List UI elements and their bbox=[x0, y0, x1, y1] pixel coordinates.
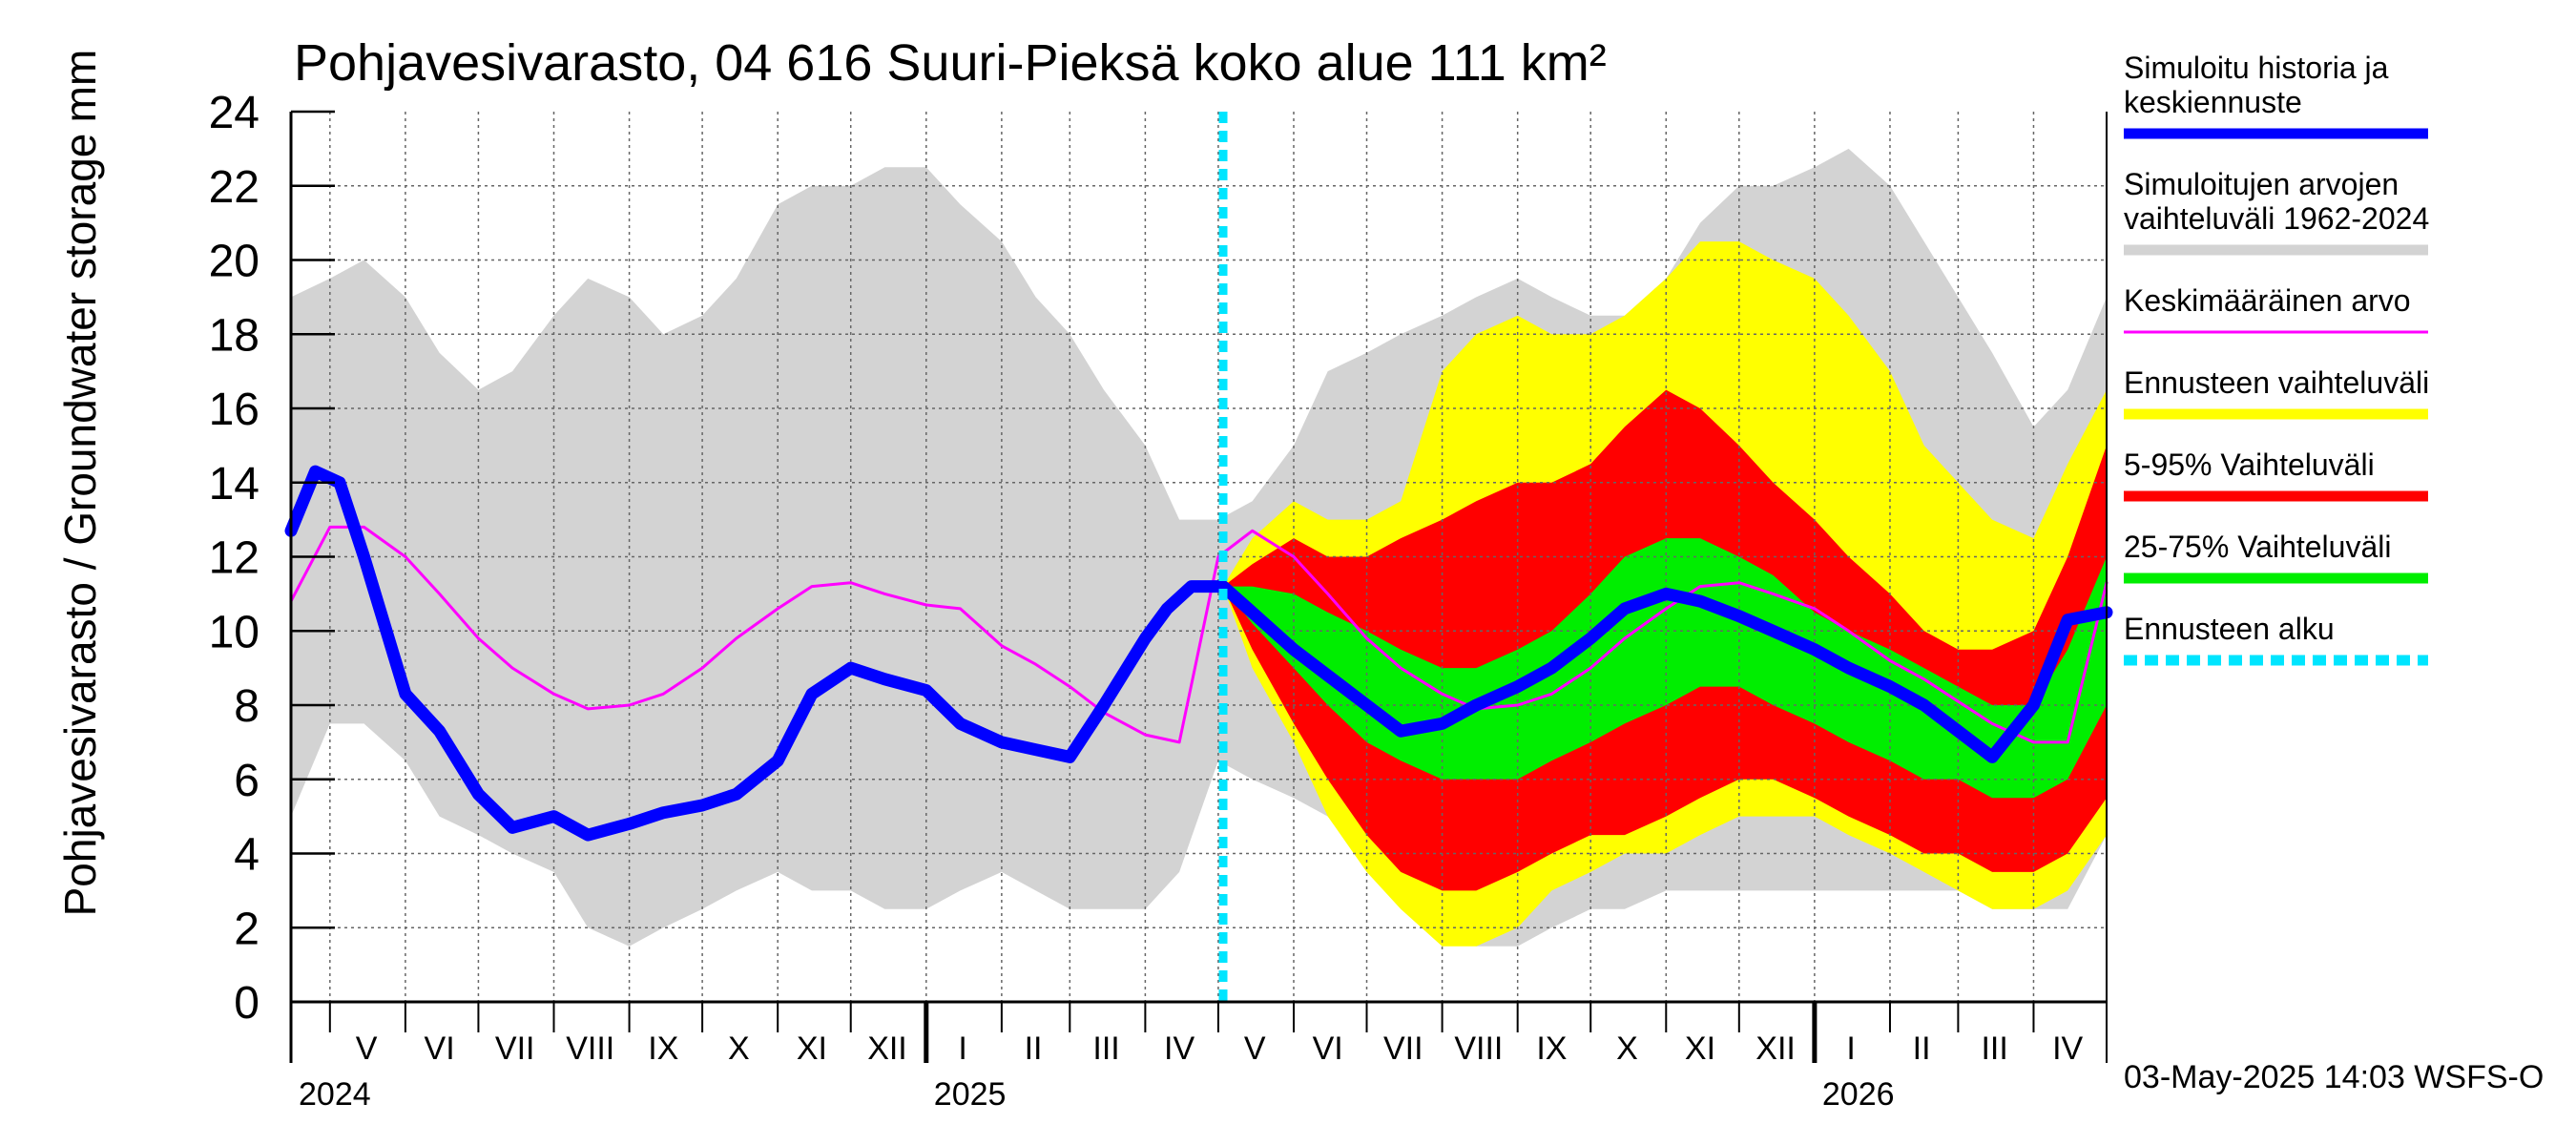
y-axis-unit: mm bbox=[55, 50, 105, 123]
month-label: VIII bbox=[1454, 1030, 1503, 1067]
month-label: XII bbox=[867, 1030, 907, 1067]
legend-label: Ennusteen vaihteluväli bbox=[2124, 365, 2429, 400]
month-label: VI bbox=[425, 1030, 455, 1067]
band-25-75-vaihteluv-li bbox=[1223, 538, 2107, 799]
y-tick-label: 6 bbox=[234, 756, 260, 806]
chart-title: Pohjavesivarasto, 04 616 Suuri-Pieksä ko… bbox=[294, 34, 1607, 92]
y-tick-label: 20 bbox=[209, 237, 260, 287]
y-tick-label: 0 bbox=[234, 978, 260, 1029]
month-label: VII bbox=[1383, 1030, 1423, 1067]
month-label: III bbox=[1981, 1030, 2007, 1067]
y-tick-label: 16 bbox=[209, 385, 260, 435]
month-label: XI bbox=[797, 1030, 827, 1067]
series-keskim-r-inen-arvo bbox=[289, 525, 2109, 744]
month-label: III bbox=[1092, 1030, 1119, 1067]
month-label: X bbox=[728, 1030, 750, 1067]
y-tick-label: 14 bbox=[209, 459, 260, 510]
legend-label: Simuloitujen arvojen bbox=[2124, 167, 2399, 201]
month-label: I bbox=[958, 1030, 966, 1067]
y-tick-label: 22 bbox=[209, 162, 260, 213]
y-axis-label: Pohjavesivarasto / Groundwater storage bbox=[55, 134, 105, 917]
year-label: 2025 bbox=[934, 1076, 1007, 1113]
legend-label: keskiennuste bbox=[2124, 85, 2302, 119]
month-label: VIII bbox=[566, 1030, 614, 1067]
y-tick-label: 12 bbox=[209, 533, 260, 584]
y-tick-label: 2 bbox=[234, 904, 260, 954]
month-label: IV bbox=[1164, 1030, 1195, 1067]
year-label: 2024 bbox=[299, 1076, 371, 1113]
y-tick-label: 4 bbox=[234, 830, 260, 881]
month-label: XI bbox=[1685, 1030, 1715, 1067]
y-tick-label: 24 bbox=[209, 88, 260, 138]
footer-timestamp: 03-May-2025 14:03 WSFS-O bbox=[2124, 1059, 2544, 1095]
month-label: II bbox=[1025, 1030, 1043, 1067]
month-label: IX bbox=[648, 1030, 678, 1067]
y-tick-label: 10 bbox=[209, 607, 260, 657]
month-label: IV bbox=[2052, 1030, 2083, 1067]
legend-label: Keskimääräinen arvo bbox=[2124, 283, 2411, 318]
y-tick-label: 8 bbox=[234, 681, 260, 732]
month-label: I bbox=[1846, 1030, 1855, 1067]
year-label: 2026 bbox=[1822, 1076, 1895, 1113]
month-label: V bbox=[1244, 1030, 1266, 1067]
series-simuloitu-historia-ja-keskiennuste bbox=[284, 465, 2113, 842]
month-label: II bbox=[1913, 1030, 1931, 1067]
line-layer bbox=[284, 112, 2113, 1002]
month-label: VI bbox=[1313, 1030, 1343, 1067]
y-tick-label: 18 bbox=[209, 310, 260, 361]
legend-label: 5-95% Vaihteluväli bbox=[2124, 448, 2375, 482]
month-label: V bbox=[356, 1030, 378, 1067]
legend-label: Ennusteen alku bbox=[2124, 612, 2335, 646]
band-layer bbox=[291, 148, 2107, 947]
month-label: IX bbox=[1536, 1030, 1567, 1067]
legend-label: 25-75% Vaihteluväli bbox=[2124, 530, 2391, 564]
month-label: XII bbox=[1755, 1030, 1796, 1067]
grid-layer bbox=[291, 112, 2107, 1002]
legend-label: vaihteluväli 1962-2024 bbox=[2124, 201, 2429, 236]
month-label: VII bbox=[495, 1030, 535, 1067]
month-label: X bbox=[1616, 1030, 1638, 1067]
legend-label: Simuloitu historia ja bbox=[2124, 51, 2389, 85]
